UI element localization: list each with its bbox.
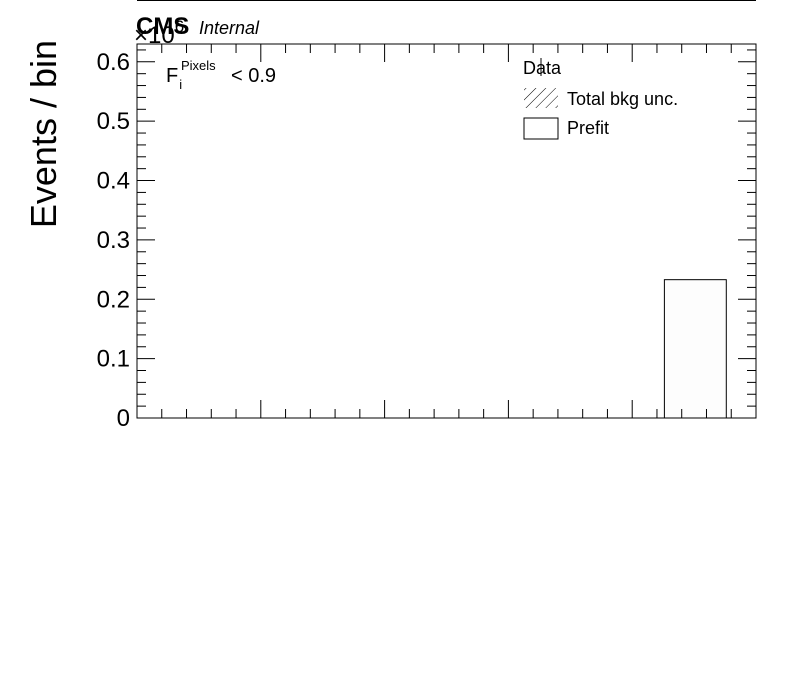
y-multiplier-base: ×10 — [134, 22, 175, 49]
y-axis-title: Events / bin — [23, 40, 64, 228]
y-tick-labels: 0 0.1 0.2 0.3 0.4 0.5 0.6 — [97, 49, 130, 432]
legend-label-unc: Total bkg unc. — [567, 89, 678, 109]
legend-entry-data: Data — [523, 58, 562, 78]
experiment-label: CMS — [136, 13, 189, 40]
selection-symbol: F — [166, 65, 178, 87]
legend-label-data: Data — [523, 58, 562, 78]
selection-cut: < 0.9 — [231, 65, 276, 87]
legend-hatch-icon — [524, 88, 558, 108]
y-tick-label: 0.5 — [97, 108, 130, 135]
selection-label: Fi — [166, 65, 182, 92]
bins-layer — [663, 279, 727, 419]
histogram-bin — [663, 279, 727, 419]
y-tick-label: 0.3 — [97, 227, 130, 254]
legend: Data Total bkg unc. Prefit — [523, 58, 678, 140]
legend-label-prefit: Prefit — [567, 118, 609, 138]
y-multiplier: ×106 — [134, 17, 184, 49]
legend-prefit-box-icon — [523, 117, 559, 140]
legend-entry-prefit: Prefit — [523, 117, 609, 140]
y-tick-label: 0.6 — [97, 49, 130, 76]
y-tick-label: 0 — [117, 405, 130, 432]
selection-subscript: i — [179, 77, 182, 92]
legend-entry-unc: Total bkg unc. — [524, 88, 678, 109]
status-label: Internal — [199, 18, 260, 38]
selection-superscript: Pixels — [181, 58, 216, 73]
y-tick-label: 0.1 — [97, 346, 130, 373]
y-multiplier-exponent: 6 — [175, 17, 184, 36]
y-tick-label: 0.4 — [97, 168, 130, 195]
plot-frame — [136, 43, 757, 419]
y-tick-label: 0.2 — [97, 286, 130, 313]
ticks-layer — [136, 44, 757, 419]
